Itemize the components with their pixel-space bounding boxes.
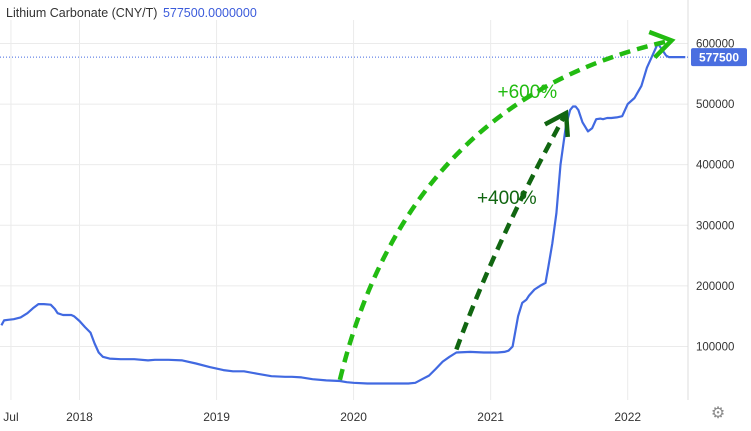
price-tag: 577500 [691,48,747,67]
y-tick-label: 100000 [696,341,734,353]
price-tag-background [691,48,747,67]
x-tick-label: 2020 [340,410,367,424]
chart-legend: Lithium Carbonate (CNY/T) 577500.0000000 [6,6,257,20]
x-tick-label: 2022 [614,410,641,424]
legend-series-name: Lithium Carbonate (CNY/T) [6,6,158,20]
settings-gear-icon[interactable]: ⚙ [710,405,726,422]
y-tick-label: 200000 [696,281,734,293]
price-tag-label: 577500 [699,51,739,65]
annotation-arrowhead-1 [543,109,570,138]
y-tick-label: 600000 [696,38,734,50]
legend-last-value: 577500.0000000 [162,6,257,20]
annotation-label-1: +400% [477,188,537,209]
y-tick-label: 400000 [696,160,734,172]
x-tick-label: 2019 [203,410,230,424]
x-tick-label: 2021 [477,410,504,424]
series-line-lithium-carbonate [0,42,686,385]
grid-layer [0,0,689,400]
annotation-arrowhead-0 [648,29,676,60]
y-axis-ticks: 100000 200000 300000 400000 500000 600000 [696,38,734,353]
annotation-arrow-1 [454,112,568,351]
annotation-label-0: +600% [497,82,557,103]
annotation-arrow-0 [337,38,673,381]
x-tick-label: Jul [3,410,18,424]
y-tick-label: 300000 [696,220,734,232]
x-tick-label: 2018 [66,410,93,424]
x-axis-ticks: Jul 2018 2019 2020 2021 2022 [3,410,641,424]
annotation-layer: +600% +400% [337,29,676,381]
y-tick-label: 500000 [696,99,734,111]
